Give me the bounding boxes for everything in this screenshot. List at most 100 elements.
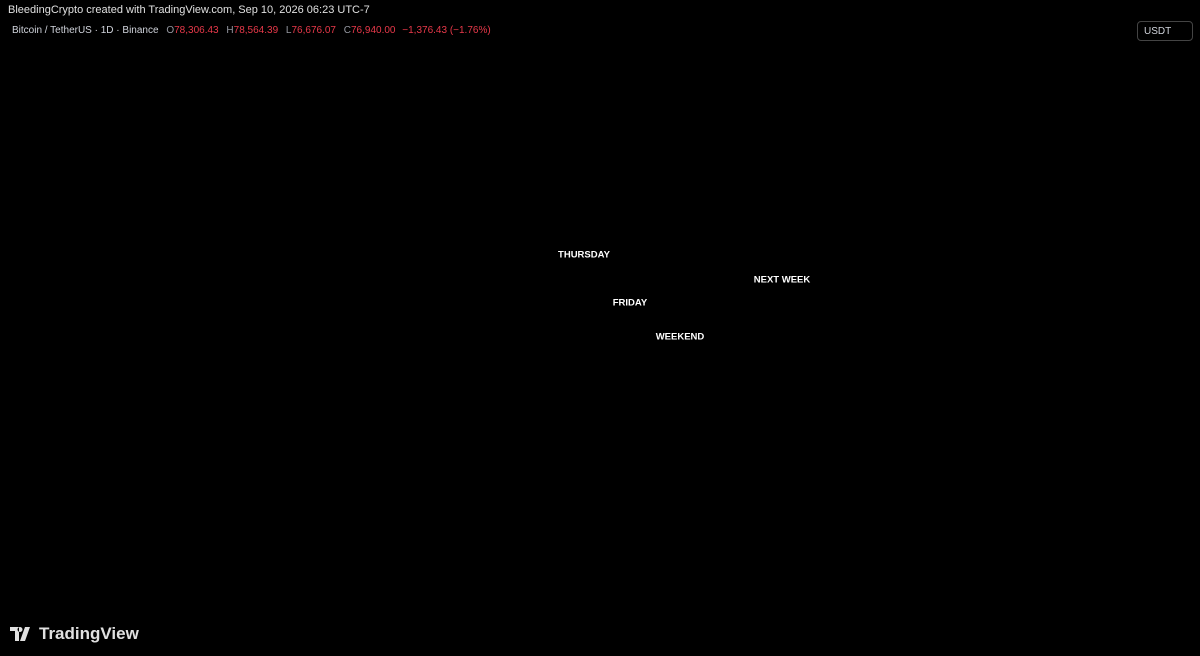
low: 76,676.07	[291, 25, 336, 36]
candle-body	[334, 238, 342, 265]
candle-body	[214, 563, 222, 568]
candle-body	[498, 234, 506, 248]
watermark-name: Bitcoin / TetherUS	[490, 328, 650, 350]
x-tick-label: 5	[794, 597, 800, 608]
candle-body	[247, 571, 255, 577]
x-tick-label: 17	[256, 597, 268, 608]
x-tick-label: 5	[128, 597, 134, 608]
candle-body	[454, 190, 462, 222]
y-tick-label: 64,000.00	[1143, 548, 1188, 559]
candle-body	[160, 536, 168, 541]
o-key: O	[166, 25, 175, 36]
y-tick-label: 86,000.00	[1143, 84, 1188, 95]
projection-path	[511, 133, 864, 387]
price-label: 81,272.62	[1142, 184, 1187, 195]
logo[interactable]: TradingView	[10, 624, 139, 644]
symbol: Bitcoin / TetherUS · 1D · Binance	[12, 25, 159, 36]
candle-body	[400, 253, 408, 265]
candle-body	[345, 238, 353, 248]
close: 76,940.00	[351, 25, 396, 36]
candle-body	[487, 209, 495, 235]
candle-body	[509, 247, 517, 252]
x-tick-label: Sep	[416, 597, 434, 608]
x-tick-label: 21	[300, 597, 312, 608]
x-tick-label: Aug	[78, 597, 97, 608]
change: −1,376.43 (−1.76%)	[402, 25, 491, 36]
candle-body	[520, 251, 528, 281]
candle-body	[302, 251, 310, 364]
y-tick-label: 78,000.00	[1143, 252, 1188, 263]
candle-body	[94, 561, 102, 577]
fib-label: 0.5 (72,013.39)	[782, 379, 850, 390]
candle-body	[411, 247, 419, 267]
y-tick-label: 84,000.00	[1143, 126, 1188, 137]
x-tick-label: 13	[878, 597, 890, 608]
candle-body	[378, 213, 386, 260]
x-tick-label: 21	[966, 597, 978, 608]
candle-body	[367, 213, 375, 239]
candle-body	[433, 264, 441, 273]
x-tick-label: 17	[595, 597, 607, 608]
x-tick-label: 25	[1009, 597, 1021, 608]
x-tick-label: 9	[838, 597, 844, 608]
x-tick-label: 9	[172, 597, 178, 608]
logo-icon	[10, 627, 30, 641]
candle-body	[171, 534, 179, 541]
candle-body	[258, 542, 266, 577]
y-tick-label: 68,000.00	[1143, 463, 1188, 474]
candle-body	[323, 238, 331, 277]
candle-body	[312, 251, 320, 277]
symbol-box	[1087, 273, 1134, 288]
candle-body	[105, 559, 113, 564]
h-key: H	[226, 25, 234, 36]
y-tick-label: 82,000.00	[1143, 168, 1188, 179]
candle-body	[356, 236, 364, 248]
annotation: NEXT WEEK	[754, 275, 811, 286]
candle-body	[236, 571, 244, 575]
candle-body	[269, 536, 277, 545]
annotation: THURSDAY	[558, 250, 611, 261]
candle-body	[465, 215, 473, 222]
candle-body	[443, 190, 451, 273]
y-tick-label: 70,000.00	[1143, 421, 1188, 432]
candle-body	[18, 536, 26, 545]
candle-body	[182, 534, 190, 556]
x-tick-label: 25	[682, 597, 694, 608]
annotation: FRIDAY	[613, 298, 648, 309]
candle-body	[225, 563, 233, 575]
y-tick-label: 80,000.00	[1143, 210, 1188, 221]
candle-body	[72, 536, 80, 577]
x-tick-label: 21	[638, 597, 650, 608]
candle-body	[61, 536, 69, 556]
y-tick-label: 74,000.00	[1143, 337, 1188, 348]
countdown: 10:36:21	[1139, 286, 1178, 297]
price-label-box	[1137, 181, 1191, 196]
credit: BleedingCrypto created with TradingView.…	[8, 4, 370, 16]
x-tick-label: Nov	[1082, 597, 1101, 608]
x-tick-label: 25	[344, 597, 356, 608]
candle-body	[7, 546, 15, 551]
y-tick-label: 72,000.00	[1143, 379, 1188, 390]
candle-body	[40, 548, 48, 560]
fib-label: 0.382 (74,198.57)	[782, 333, 861, 344]
x-tick-label: 13	[213, 597, 225, 608]
price-label: 76,940.00	[1142, 275, 1187, 286]
candle-body	[127, 538, 135, 551]
x-tick-label: Oct	[745, 597, 762, 608]
candle-body	[51, 548, 59, 554]
candle-body	[203, 559, 211, 564]
x-tick-label: 25	[5, 597, 17, 608]
currency[interactable]: USDT	[1137, 21, 1193, 41]
candle-body	[389, 253, 397, 260]
symbol-label: BTCUSDT	[1089, 275, 1132, 285]
x-tick-label: 13	[551, 597, 563, 608]
candle-body	[476, 209, 484, 216]
candle-body	[291, 363, 299, 442]
c-key: C	[343, 25, 351, 36]
watermark: BTCUSDT, 1D Bitcoin / TetherUS	[422, 262, 718, 350]
candle-body	[29, 538, 37, 562]
y-tick-label: 66,000.00	[1143, 505, 1188, 516]
